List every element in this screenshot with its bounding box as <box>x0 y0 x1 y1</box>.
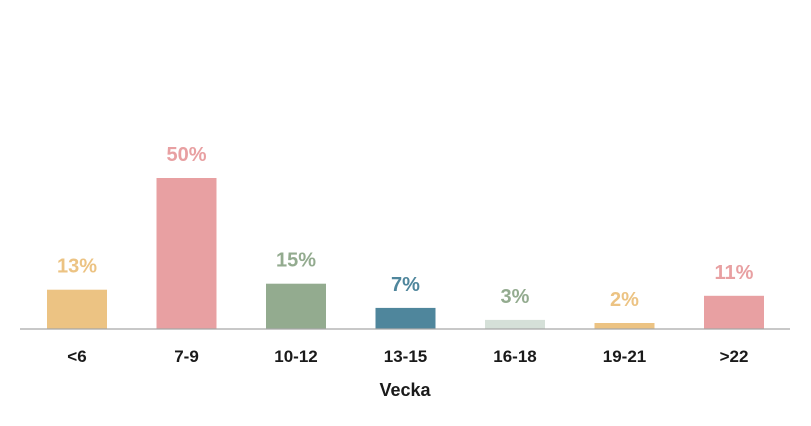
x-axis-title: Vecka <box>379 380 431 400</box>
data-label-1: 13% <box>57 256 97 278</box>
data-label-5: 3% <box>501 286 530 308</box>
x-tick-label-3: 10-12 <box>274 347 317 366</box>
data-label-3: 15% <box>276 250 316 272</box>
bar-3 <box>266 283 326 329</box>
bars-group <box>47 178 764 329</box>
data-label-6: 2% <box>610 289 639 311</box>
x-tick-label-1: <6 <box>67 347 86 366</box>
bar-6 <box>594 323 655 329</box>
x-tick-label-2: 7-9 <box>174 347 199 366</box>
data-label-4: 7% <box>391 274 420 296</box>
data-labels-group: 13% 50% 15% 7% 3% 2% 11% <box>57 144 754 311</box>
data-label-7: 11% <box>715 262 754 284</box>
bar-2 <box>156 178 217 329</box>
x-tick-label-6: 19-21 <box>603 347 646 366</box>
data-label-2: 50% <box>166 144 206 166</box>
x-tick-label-4: 13-15 <box>384 347 427 366</box>
bar-5 <box>485 319 545 329</box>
x-tick-label-5: 16-18 <box>493 347 536 366</box>
bar-4 <box>375 307 436 329</box>
x-tick-labels-group: <6 7-9 10-12 13-15 16-18 19-21 >22 <box>67 347 748 366</box>
x-tick-label-7: >22 <box>720 347 749 366</box>
bar-7 <box>704 295 764 329</box>
bar-1 <box>47 289 107 329</box>
